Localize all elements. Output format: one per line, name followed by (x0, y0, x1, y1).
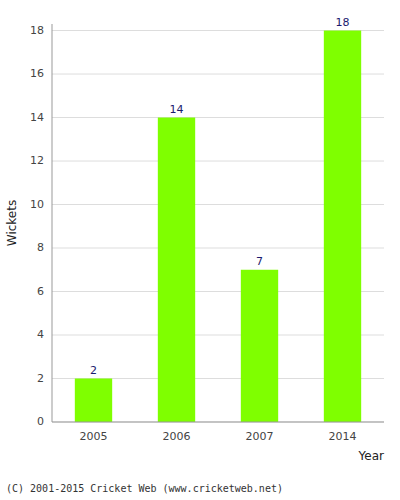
y-tick-label: 0 (37, 415, 44, 428)
bar (241, 270, 278, 422)
x-tick-label: 2005 (80, 430, 108, 443)
data-label: 18 (336, 16, 350, 29)
chart-container: 0 2 4 6 8 10 12 14 16 18 2 14 7 18 2005 2006 2007 2014Yea… (0, 0, 400, 500)
y-tick-label: 16 (30, 67, 44, 80)
bar (158, 118, 195, 422)
x-tick-label: 2006 (163, 430, 191, 443)
x-tick-label: 2007 (246, 430, 274, 443)
bars (75, 31, 361, 422)
y-tick-label: 4 (37, 328, 44, 341)
footer-text: (C) 2001-2015 Cricket Web (www.cricketwe… (6, 483, 283, 494)
y-axis-line (52, 24, 53, 422)
y-tick-label: 6 (37, 285, 44, 298)
data-label: 14 (170, 103, 184, 116)
y-tick-label: 8 (37, 241, 44, 254)
grid-line (52, 422, 384, 423)
grid (52, 31, 384, 422)
chart-svg: 0 2 4 6 8 10 12 14 16 18 2 14 7 18 2005 2006 2007 2014Yea… (0, 0, 400, 500)
y-tick-label: 14 (30, 111, 44, 124)
bar (324, 31, 361, 422)
x-tick-label: 2014 (329, 430, 357, 443)
y-tick-label: 2 (37, 372, 44, 385)
x-axis-label: Year (358, 449, 384, 463)
y-tick-label: 12 (30, 154, 44, 167)
data-label: 2 (90, 364, 97, 377)
y-tick-label: 18 (30, 24, 44, 37)
data-label: 7 (256, 255, 263, 268)
x-axis-line (52, 422, 384, 423)
bar (75, 379, 112, 422)
y-tick-label: 10 (30, 198, 44, 211)
y-axis-label: Wickets (5, 200, 19, 246)
